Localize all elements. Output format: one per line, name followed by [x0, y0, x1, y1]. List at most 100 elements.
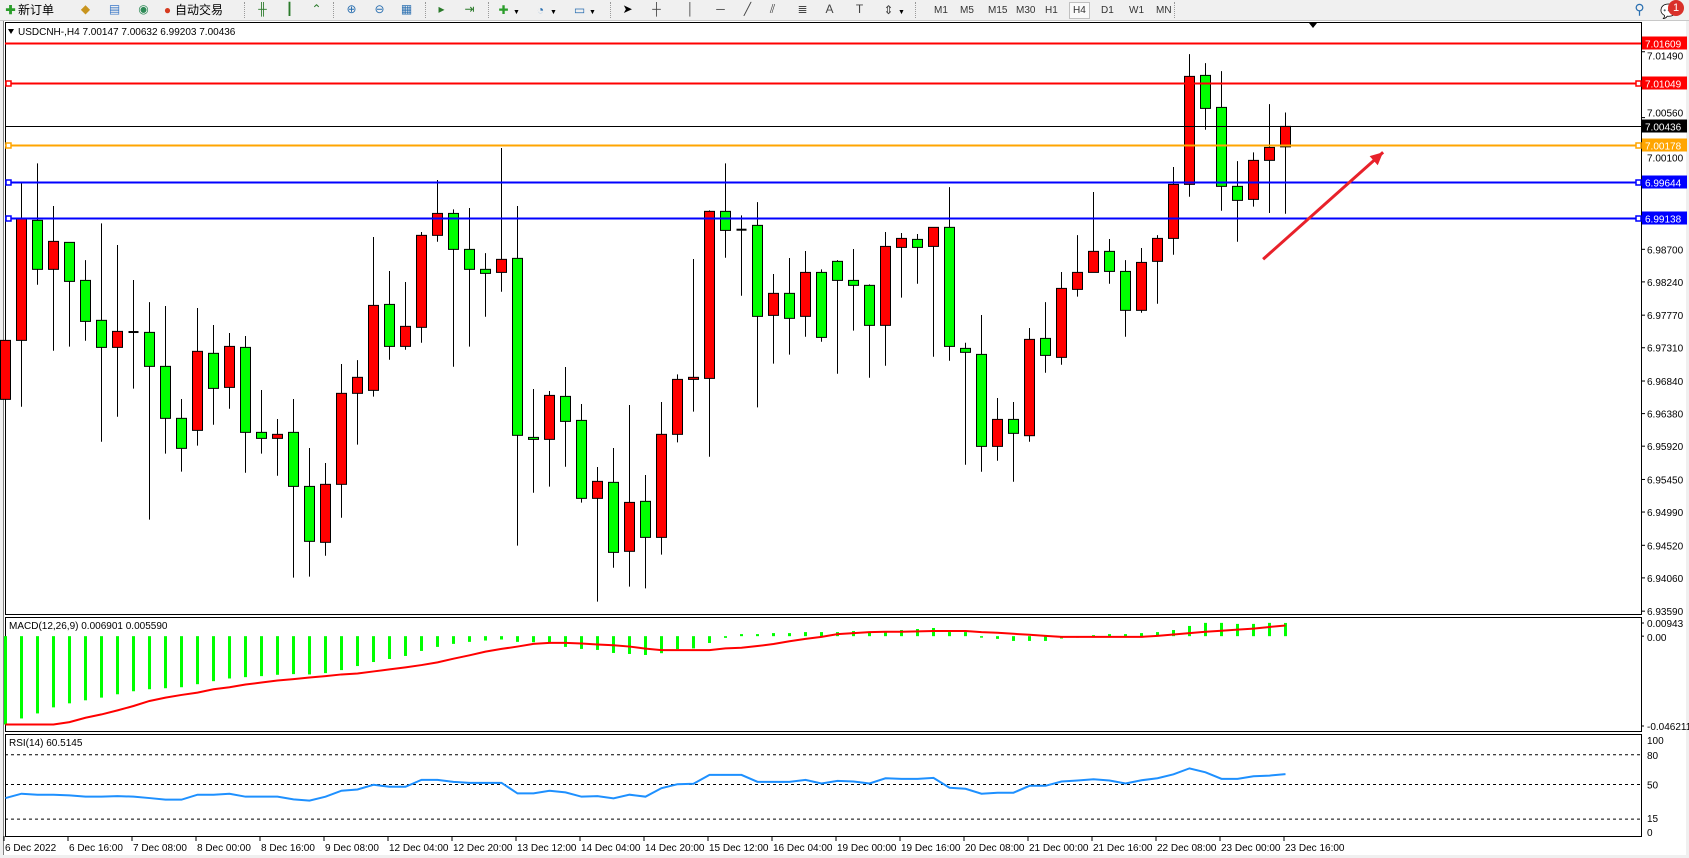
candle [1040, 302, 1051, 373]
horizontal-line-icon[interactable]: ─ [716, 2, 725, 16]
candle [112, 245, 123, 417]
auto-scroll-icon[interactable]: ▸ [438, 2, 445, 16]
macd-histogram-bar [308, 636, 311, 675]
candle-body-bearish [480, 268, 491, 274]
level-price-label: 6.99138 [1645, 215, 1682, 226]
candle [976, 315, 987, 472]
candle-body-bearish [1200, 74, 1211, 109]
macd-histogram-bar [1140, 633, 1143, 637]
candlestick-chart-icon[interactable]: ┃ [285, 2, 294, 16]
candle [544, 391, 555, 487]
timeframe-w1-button[interactable]: W1 [1129, 5, 1144, 16]
level-price-label: 7.00178 [1645, 142, 1682, 153]
macd-histogram-bar [84, 636, 87, 701]
fibonacci-icon[interactable]: ≣ [797, 2, 808, 16]
line-chart-icon[interactable]: ⌃ [311, 2, 322, 16]
candle [304, 448, 315, 577]
level-handle-right [1635, 142, 1642, 149]
dropdown-arrow-icon: ▼ [513, 9, 520, 16]
candle-body-bearish [944, 226, 955, 347]
timeframe-h1-button[interactable]: H1 [1045, 5, 1058, 16]
candle [128, 280, 139, 389]
notification-badge[interactable]: 1 [1668, 0, 1684, 16]
timeframe-d1-button[interactable]: D1 [1101, 5, 1114, 16]
candle-body-bullish [1168, 183, 1179, 239]
timeframe-m15-button[interactable]: M15 [988, 5, 1008, 16]
market-watch-icon[interactable]: ◆ [80, 2, 91, 16]
level-price-tag [1642, 76, 1687, 90]
candle [1152, 235, 1163, 304]
candle [336, 364, 347, 518]
crosshair-icon[interactable]: ┼ [652, 2, 661, 16]
candle-body-bullish [992, 418, 1003, 447]
arrows-button[interactable]: ⇕ ▼ [881, 2, 904, 18]
text-icon[interactable]: A [825, 2, 834, 16]
price-axis-label: 7.00100 [1647, 154, 1684, 165]
macd-histogram-bar [436, 636, 439, 647]
candle-body-bearish [384, 303, 395, 347]
time-axis-label: 14 Dec 20:00 [645, 843, 705, 854]
timeframe-m1-button[interactable]: M1 [934, 5, 948, 16]
candle-body-bullish [432, 212, 443, 236]
auto-trading-button[interactable]: ● 自动交易 [160, 2, 223, 18]
macd-histogram-bar [772, 633, 775, 637]
macd-histogram-bar [1220, 622, 1223, 637]
macd-histogram-bar [1108, 634, 1111, 637]
candle-body-bearish [1232, 185, 1243, 201]
candle-body-bearish [448, 212, 459, 250]
cursor-icon[interactable]: ➤ [622, 2, 633, 16]
timeframe-h4-button[interactable]: H4 [1069, 2, 1090, 19]
data-window-icon[interactable]: ▤ [108, 2, 121, 16]
bar-chart-icon[interactable]: ╫ [258, 2, 267, 16]
candle [400, 282, 411, 350]
tile-windows-icon[interactable]: ▦ [400, 2, 413, 16]
candle [320, 463, 331, 556]
zoom-out-icon[interactable]: ⊖ [374, 2, 385, 16]
candle-body-bearish [288, 431, 299, 487]
navigator-icon[interactable]: ◉ [138, 2, 149, 16]
search-icon[interactable]: ⚲ [1634, 1, 1645, 17]
macd-histogram-bar [740, 634, 743, 637]
periods-button[interactable]: ◔ ▼ [533, 2, 557, 18]
level-price-tag [1642, 211, 1687, 225]
chart-shift-icon[interactable]: ⇥ [464, 2, 475, 16]
templates-button[interactable]: ▭ ▼ [572, 2, 596, 18]
macd-axis-label: 0.00 [1647, 633, 1667, 644]
candle [1232, 161, 1243, 242]
toolbar-separator [1174, 2, 1176, 18]
candle-body-bullish [688, 376, 699, 380]
equidistant-channel-icon[interactable]: ⫽ [769, 2, 776, 16]
trendline-icon[interactable]: ╱ [743, 2, 752, 16]
macd-histogram-bar [916, 629, 919, 637]
candle [480, 253, 491, 317]
candle-body-bearish [832, 260, 843, 281]
time-axis-label: 21 Dec 16:00 [1093, 843, 1153, 854]
macd-histogram-bar [532, 636, 535, 643]
new-order-button[interactable]: ✚ 新订单 [3, 2, 54, 18]
vertical-line-icon[interactable]: │ [686, 2, 695, 16]
macd-histogram-bar [116, 636, 119, 695]
new-order-icon: ✚ [5, 3, 16, 17]
macd-histogram-bar [756, 634, 759, 637]
zoom-in-icon[interactable]: ⊕ [346, 2, 357, 16]
candle [144, 302, 155, 520]
price-axis-label: 6.97770 [1647, 311, 1684, 322]
time-axis-label: 6 Dec 2022 [5, 843, 57, 854]
time-axis-label: 13 Dec 12:00 [517, 843, 577, 854]
candle-body-bullish [224, 345, 235, 388]
candle [1248, 152, 1259, 207]
candle-body-bullish [928, 226, 939, 247]
timeframe-m30-button[interactable]: M30 [1016, 5, 1036, 16]
clock-icon: ◔ [536, 3, 545, 17]
macd-histogram-bar [676, 636, 679, 650]
candle [272, 419, 283, 476]
candle [288, 399, 299, 578]
indicators-button[interactable]: ✚ ▼ [496, 2, 520, 18]
timeframe-mn-button[interactable]: MN [1156, 5, 1172, 16]
price-axis-label: 6.96840 [1647, 377, 1684, 388]
price-axis-label: 7.01490 [1647, 52, 1684, 63]
text-label-icon[interactable]: T [855, 2, 864, 16]
timeframe-m5-button[interactable]: M5 [960, 5, 974, 16]
macd-histogram-bar [628, 636, 631, 654]
